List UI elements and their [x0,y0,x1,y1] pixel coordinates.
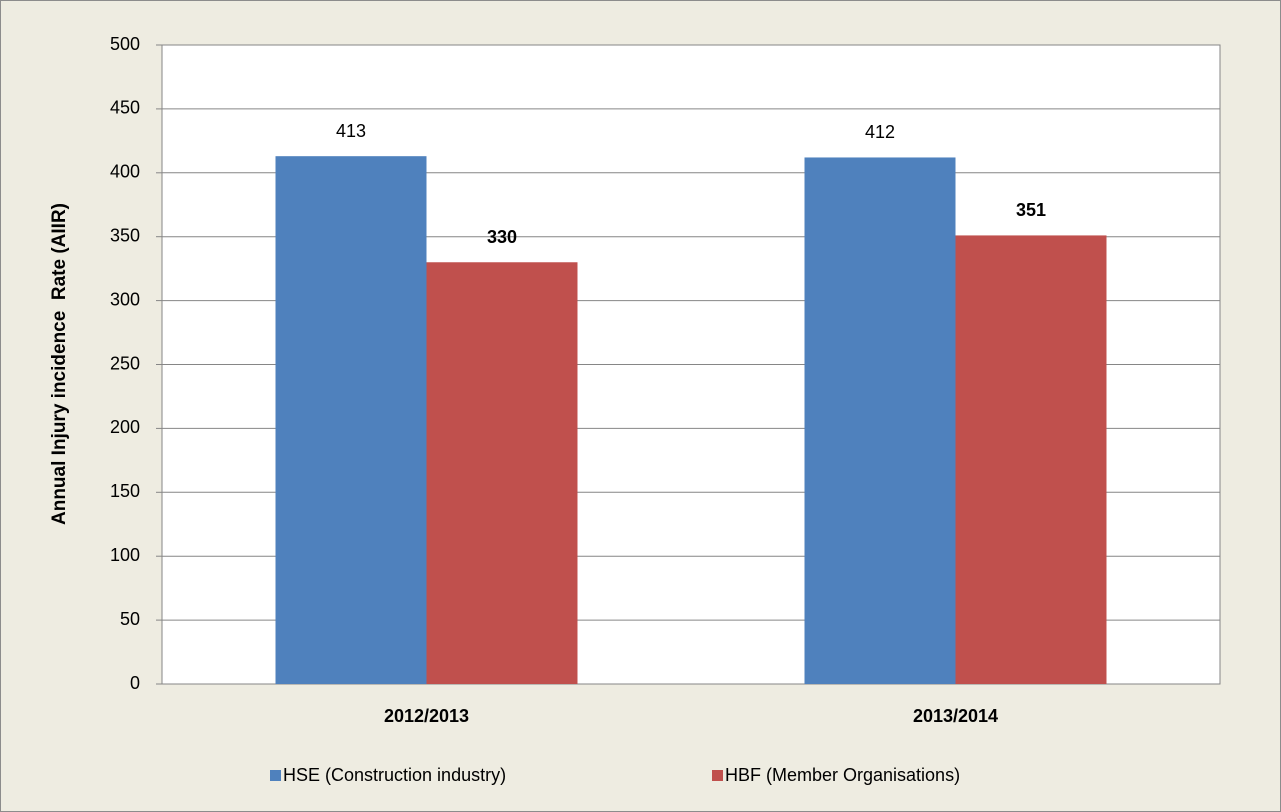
data-label: 412 [865,122,895,142]
y-tick-label: 350 [110,225,140,245]
y-axis-label: Annual Injury incidence Rate (AIIR) [49,203,70,525]
data-label: 413 [336,121,366,141]
bar [804,157,956,685]
x-tick-label: 2013/2014 [913,706,998,726]
y-tick-label: 500 [110,34,140,54]
y-tick-label: 250 [110,353,140,373]
y-tick-label: 400 [110,162,140,182]
y-tick-label: 200 [110,417,140,437]
legend-label: HSE (Construction industry) [283,765,506,785]
y-tick-label: 300 [110,289,140,309]
y-tick-label: 0 [130,673,140,693]
bar [955,235,1107,684]
legend-swatch [712,770,723,781]
bar [275,156,427,684]
y-tick-label: 100 [110,545,140,565]
legend-swatch [270,770,281,781]
x-tick-label: 2012/2013 [384,706,469,726]
y-tick-label: 450 [110,98,140,118]
bar [426,262,578,684]
y-tick-label: 150 [110,481,140,501]
legend-label: HBF (Member Organisations) [725,765,960,785]
y-tick-label: 50 [120,609,140,629]
data-label: 351 [1016,200,1046,220]
data-label: 330 [487,227,517,247]
